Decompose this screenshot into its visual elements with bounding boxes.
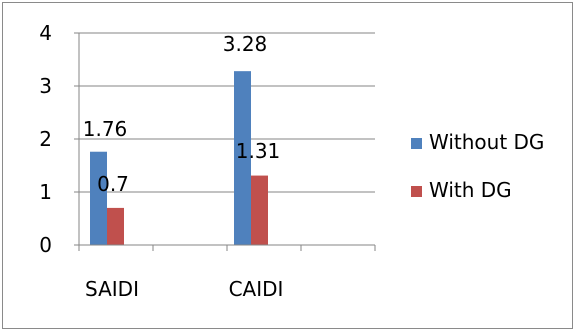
bar-without-dg-caidi xyxy=(234,71,251,245)
x-axis: SAIDI CAIDI xyxy=(78,244,376,301)
legend-swatch xyxy=(411,186,422,197)
bar-with-dg-saidi xyxy=(107,207,124,245)
y-tick-label: 1 xyxy=(39,180,52,204)
data-labels: 1.76 3.28 0.7 1.31 xyxy=(83,32,281,196)
x-tick-label: CAIDI xyxy=(229,277,284,301)
y-tick-label: 4 xyxy=(39,21,52,45)
bars xyxy=(90,71,268,245)
data-label: 0.7 xyxy=(97,172,129,196)
y-axis: 0 1 2 3 4 xyxy=(39,21,80,257)
bar-with-dg-caidi xyxy=(251,175,268,245)
legend: Without DG With DG xyxy=(411,130,544,202)
y-tick-label: 3 xyxy=(39,74,52,98)
legend-label: With DG xyxy=(429,178,512,202)
data-label: 1.76 xyxy=(83,117,128,141)
bar-without-dg-saidi xyxy=(90,151,107,245)
x-tick-label: SAIDI xyxy=(85,277,139,301)
legend-swatch xyxy=(411,138,422,149)
legend-label: Without DG xyxy=(429,130,544,154)
data-label: 3.28 xyxy=(223,32,268,56)
y-tick-label: 0 xyxy=(39,233,52,257)
y-tick-label: 2 xyxy=(39,127,52,151)
data-label: 1.31 xyxy=(236,139,281,163)
gridlines xyxy=(79,32,375,193)
